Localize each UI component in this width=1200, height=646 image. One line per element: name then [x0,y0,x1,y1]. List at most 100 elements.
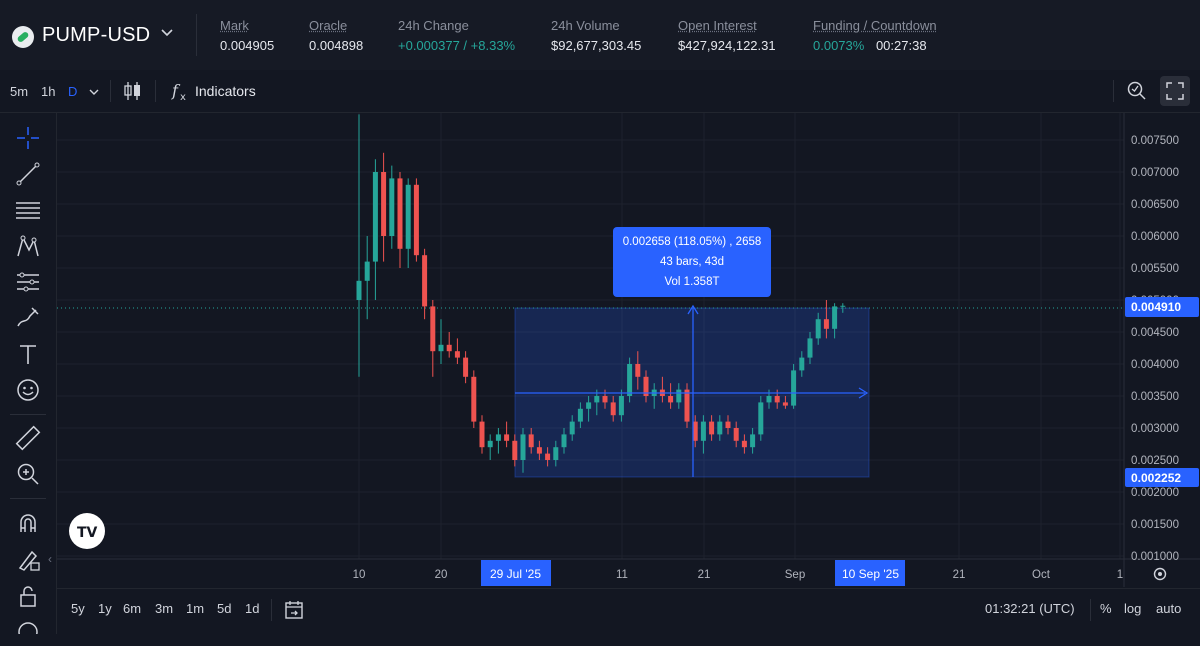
settings-search-icon[interactable] [1125,79,1149,108]
candle-down[interactable] [381,172,387,236]
candle-down[interactable] [643,376,649,396]
candle-up[interactable] [758,402,764,435]
candle-down[interactable] [610,402,616,416]
fib-lines-icon[interactable] [14,196,42,224]
percent-toggle[interactable]: % [1100,601,1112,616]
unlock-icon[interactable] [14,582,42,610]
candle-down[interactable] [741,440,747,448]
crosshair-icon[interactable] [14,124,42,152]
range-1y[interactable]: 1y [98,601,112,616]
candle-up[interactable] [495,434,501,441]
magnet-icon[interactable] [14,510,42,538]
candle-up[interactable] [569,421,575,435]
candle-up[interactable] [577,408,583,422]
utc-clock[interactable]: 01:32:21 (UTC) [985,601,1075,616]
timeframe-1h[interactable]: 1h [41,84,56,99]
candle-up[interactable] [717,421,723,435]
candle-down[interactable] [545,453,551,460]
candle-down[interactable] [774,396,780,403]
candle-up[interactable] [364,261,370,281]
range-6m[interactable]: 6m [123,601,142,616]
eye-icon[interactable] [14,618,42,646]
candle-up[interactable] [389,178,395,236]
stat-label[interactable]: Open Interest [678,18,757,33]
trend-line-icon[interactable] [14,160,42,188]
timeframe-d[interactable]: D [68,84,78,99]
chevron-down-icon[interactable] [160,26,174,43]
candle-up[interactable] [840,305,846,307]
brush-icon[interactable] [14,304,42,332]
pattern-icon[interactable] [14,232,42,260]
emoji-icon[interactable] [14,376,42,404]
market-symbol[interactable]: PUMP-USD [42,24,151,46]
candle-up[interactable] [405,184,411,249]
candle-up[interactable] [487,440,493,448]
candle-up[interactable] [766,396,772,403]
candle-down[interactable] [733,428,739,441]
candle-up[interactable] [750,434,756,448]
candle-up[interactable] [832,306,838,329]
candle-down[interactable] [725,421,731,428]
time-axis-settings-icon[interactable] [1153,567,1167,581]
candle-up[interactable] [627,364,633,396]
candle-down[interactable] [430,306,436,352]
candle-up[interactable] [618,396,624,416]
candle-up[interactable] [520,434,526,460]
candle-down[interactable] [668,396,674,403]
range-1m[interactable]: 1m [186,601,205,616]
text-icon[interactable] [14,340,42,368]
candle-up[interactable] [586,402,592,409]
candle-up[interactable] [438,344,444,352]
date-range-icon[interactable] [283,599,305,626]
candle-down[interactable] [454,351,460,358]
fullscreen-button[interactable] [1160,76,1190,106]
candle-down[interactable] [692,421,698,441]
candle-down[interactable] [512,440,518,460]
candle-up[interactable] [676,389,682,403]
candle-down[interactable] [782,402,788,406]
candle-up[interactable] [807,338,813,358]
range-5d[interactable]: 5d [217,601,232,616]
tradingview-logo[interactable]: TV [69,513,105,549]
fx-indicators-icon[interactable]: f x [170,79,192,108]
auto-toggle[interactable]: auto [1156,601,1182,616]
candle-down[interactable] [422,255,428,307]
chart-canvas[interactable]: 0.007500 0.007000 0.006500 0.006000 0.005500… [57,113,1200,587]
candle-up[interactable] [815,319,821,339]
candle-down[interactable] [397,178,403,249]
candle-down[interactable] [471,376,477,422]
range-3m[interactable]: 3m [155,601,174,616]
range-1d[interactable]: 1d [245,601,260,616]
candle-down[interactable] [823,319,829,329]
candle-up[interactable] [799,357,805,371]
chevron-down-icon[interactable] [88,85,100,103]
indicators-button[interactable]: Indicators [195,83,256,99]
stat-label[interactable]: Mark [220,18,249,33]
candle-up[interactable] [700,421,706,441]
candle-down[interactable] [463,357,469,377]
candle-up[interactable] [372,172,378,262]
log-toggle[interactable]: log [1124,601,1142,616]
candle-down[interactable] [504,434,510,441]
candle-up[interactable] [594,396,600,403]
stat-label[interactable]: Funding / Countdown [813,18,937,33]
candle-up[interactable] [561,434,567,448]
candle-down[interactable] [602,396,608,403]
ruler-icon[interactable] [14,424,42,452]
candle-down[interactable] [446,344,452,352]
candle-down[interactable] [479,421,485,448]
candle-down[interactable] [413,184,419,256]
forecast-icon[interactable] [14,268,42,296]
range-5y[interactable]: 5y [71,601,85,616]
candle-up[interactable] [791,370,797,406]
timeframe-5m[interactable]: 5m [10,84,29,99]
candles-icon[interactable] [122,79,144,108]
candle-down[interactable] [684,389,690,422]
price-chart[interactable]: 0.007500 0.007000 0.006500 0.006000 0.005500… [57,113,1200,587]
candle-down[interactable] [536,447,542,454]
zoom-in-icon[interactable] [14,460,42,488]
candle-down[interactable] [528,434,534,448]
candle-down[interactable] [709,421,715,435]
lock-drawing-icon[interactable] [14,546,42,574]
stat-label[interactable]: Oracle [309,18,348,33]
